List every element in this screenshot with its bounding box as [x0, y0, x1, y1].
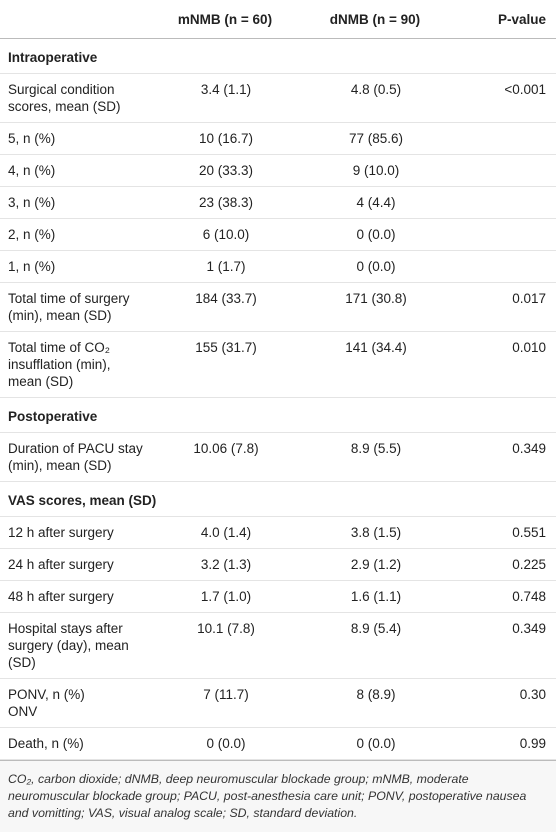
- data-row: 1, n (%) 1 (1.7) 0 (0.0): [0, 250, 556, 283]
- cell: 6 (10.0): [150, 218, 300, 251]
- table-body: Intraoperative Surgical condition scores,…: [0, 38, 556, 760]
- data-row: PONV, n (%) ONV 7 (11.7) 8 (8.9) 0.30: [0, 678, 556, 728]
- section-label: Intraoperative: [0, 38, 556, 74]
- cell: 48 h after surgery: [0, 580, 150, 613]
- cell: 0 (0.0): [150, 727, 300, 760]
- data-row: 3, n (%) 23 (38.3) 4 (4.4): [0, 186, 556, 219]
- cell: 1, n (%): [0, 250, 150, 283]
- cell: 0.225: [450, 548, 556, 581]
- section-row: VAS scores, mean (SD): [0, 481, 556, 517]
- cell: 24 h after surgery: [0, 548, 150, 581]
- cell: Duration of PACU stay (min), mean (SD): [0, 432, 150, 482]
- header-cell: mNMB (n = 60): [150, 0, 300, 39]
- cell: [450, 186, 556, 219]
- data-row: Death, n (%) 0 (0.0) 0 (0.0) 0.99: [0, 727, 556, 760]
- cell: 7 (11.7): [150, 678, 300, 728]
- cell: 0.551: [450, 516, 556, 549]
- section-row: Postoperative: [0, 397, 556, 433]
- header-cell: [0, 0, 150, 39]
- results-table: mNMB (n = 60) dNMB (n = 90) P-value Intrao…: [0, 0, 556, 760]
- data-row: Surgical condition scores, mean (SD) 3.4 …: [0, 73, 556, 123]
- header-cell: P-value: [450, 0, 556, 39]
- data-row: 5, n (%) 10 (16.7) 77 (85.6): [0, 122, 556, 155]
- cell: 1 (1.7): [150, 250, 300, 283]
- cell: 8 (8.9): [300, 678, 450, 728]
- cell: 141 (34.4): [300, 331, 450, 398]
- cell: 0.010: [450, 331, 556, 398]
- data-row: 24 h after surgery 3.2 (1.3) 2.9 (1.2) 0.22…: [0, 548, 556, 581]
- section-row: Intraoperative: [0, 38, 556, 74]
- section-label: Postoperative: [0, 397, 556, 433]
- cell: 0.017: [450, 282, 556, 332]
- cell: 10.1 (7.8): [150, 612, 300, 679]
- cell: Total time of surgery (min), mean (SD): [0, 282, 150, 332]
- cell: 0 (0.0): [300, 250, 450, 283]
- cell: Total time of CO₂ insufflation (min), me…: [0, 331, 150, 398]
- cell: 0 (0.0): [300, 218, 450, 251]
- cell: 184 (33.7): [150, 282, 300, 332]
- cell: 20 (33.3): [150, 154, 300, 187]
- cell: PONV, n (%) ONV: [0, 678, 150, 728]
- cell: 4.0 (1.4): [150, 516, 300, 549]
- cell: 10.06 (7.8): [150, 432, 300, 482]
- cell: 77 (85.6): [300, 122, 450, 155]
- section-label: VAS scores, mean (SD): [0, 481, 556, 517]
- cell: [450, 250, 556, 283]
- cell: 2, n (%): [0, 218, 150, 251]
- cell: <0.001: [450, 73, 556, 123]
- cell: 3.2 (1.3): [150, 548, 300, 581]
- cell: 5, n (%): [0, 122, 150, 155]
- cell: 4, n (%): [0, 154, 150, 187]
- cell: 171 (30.8): [300, 282, 450, 332]
- cell: 3, n (%): [0, 186, 150, 219]
- cell: 0.349: [450, 612, 556, 679]
- data-row: 12 h after surgery 4.0 (1.4) 3.8 (1.5) 0.55…: [0, 516, 556, 549]
- cell: 12 h after surgery: [0, 516, 150, 549]
- cell: 0 (0.0): [300, 727, 450, 760]
- cell: 2.9 (1.2): [300, 548, 450, 581]
- cell: 4.8 (0.5): [300, 73, 450, 123]
- cell: Surgical condition scores, mean (SD): [0, 73, 150, 123]
- data-row: Total time of CO₂ insufflation (min), me…: [0, 331, 556, 398]
- cell: 1.6 (1.1): [300, 580, 450, 613]
- cell: [450, 218, 556, 251]
- cell: 1.7 (1.0): [150, 580, 300, 613]
- cell: 0.748: [450, 580, 556, 613]
- cell: Hospital stays after surgery (day), mean…: [0, 612, 150, 679]
- cell: Death, n (%): [0, 727, 150, 760]
- data-row: 2, n (%) 6 (10.0) 0 (0.0): [0, 218, 556, 251]
- data-row: Duration of PACU stay (min), mean (SD) 10…: [0, 432, 556, 482]
- cell: [450, 154, 556, 187]
- data-row: 4, n (%) 20 (33.3) 9 (10.0): [0, 154, 556, 187]
- cell: [450, 122, 556, 155]
- header-row: mNMB (n = 60) dNMB (n = 90) P-value: [0, 0, 556, 39]
- data-row: 48 h after surgery 1.7 (1.0) 1.6 (1.1) 0.74…: [0, 580, 556, 613]
- cell: 0.99: [450, 727, 556, 760]
- cell: 155 (31.7): [150, 331, 300, 398]
- cell: 3.8 (1.5): [300, 516, 450, 549]
- header-cell: dNMB (n = 90): [300, 0, 450, 39]
- footnote: CO₂, carbon dioxide; dNMB, deep neuromus…: [0, 760, 556, 832]
- cell: 9 (10.0): [300, 154, 450, 187]
- cell: 3.4 (1.1): [150, 73, 300, 123]
- data-row: Total time of surgery (min), mean (SD) 18…: [0, 282, 556, 332]
- data-row: Hospital stays after surgery (day), mean…: [0, 612, 556, 679]
- cell: 0.349: [450, 432, 556, 482]
- cell: 10 (16.7): [150, 122, 300, 155]
- cell: 8.9 (5.5): [300, 432, 450, 482]
- cell: 0.30: [450, 678, 556, 728]
- cell: 8.9 (5.4): [300, 612, 450, 679]
- cell: 23 (38.3): [150, 186, 300, 219]
- cell: 4 (4.4): [300, 186, 450, 219]
